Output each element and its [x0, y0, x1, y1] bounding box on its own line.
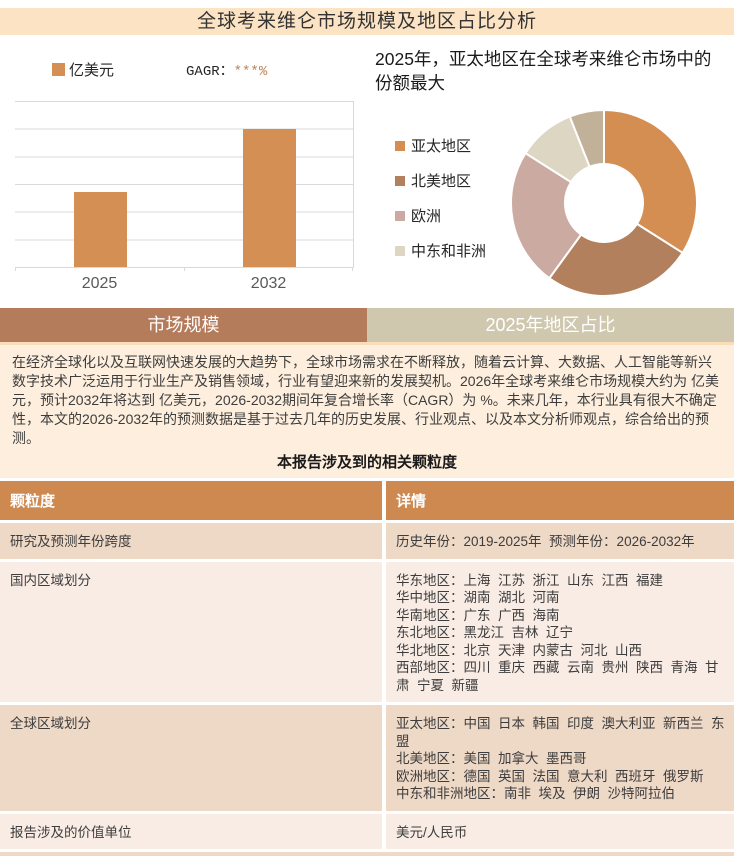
donut-chart-title: 2025年，亚太地区在全球考来维仑市场中的份额最大 — [375, 49, 712, 93]
donut-slice-北美地区 — [547, 222, 684, 297]
chart-tabs: 市场规模 2025年地区占比 — [0, 308, 734, 342]
donut-legend-label: 中东和非洲 — [411, 243, 487, 260]
header-granularity: 颗粒度 — [0, 481, 382, 520]
charts-row: 亿美元 GAGR：***% 2025 2032 2025年，亚太地区在全球考来维… — [0, 35, 734, 306]
tab-market-size[interactable]: 市场规模 — [0, 308, 367, 342]
summary-paragraph: 在经济全球化以及互联网快速发展的大趋势下，全球市场需求在不断释放，随着云计算、大… — [12, 354, 720, 446]
donut-legend-label: 亚太地区 — [411, 138, 472, 155]
bar-chart-legend: 亿美元 GAGR：***% — [52, 59, 267, 80]
bar-2032 — [242, 128, 296, 267]
row-label: 研究及预测年份跨度 — [10, 534, 132, 549]
bar-2025 — [73, 192, 127, 267]
row-label-cell: 全球区域划分 — [0, 705, 382, 811]
table-row: 国内区域划分 华东地区：上海 江苏 浙江 山东 江西 福建 华中地区：湖南 湖北 河… — [0, 561, 734, 702]
table-row: 全球区域划分 亚太地区：中国 日本 韩国 印度 澳大利亚 新西兰 东盟北美地区：美… — [0, 705, 734, 811]
detail-line: 西部地区：四川 重庆 西藏 云南 贵州 陕西 青海 甘肃 宁夏 新疆 — [396, 660, 719, 693]
title-band: 全球考来维仑市场规模及地区占比分析 — [0, 8, 734, 35]
donut-legend-item: 欧洲 — [395, 207, 487, 226]
column-divider — [382, 705, 386, 811]
detail-line: 美元/人民币 — [396, 824, 468, 840]
tab-region-share[interactable]: 2025年地区占比 — [367, 308, 734, 342]
axis-tick — [352, 267, 353, 271]
donut-legend-label: 北美地区 — [411, 173, 472, 190]
donut-legend: 亚太地区北美地区欧洲中东和非洲 — [395, 137, 487, 261]
row-label-cell: 研究及预测年份跨度 — [0, 523, 382, 559]
row-details-cell: 美元/人民币 — [386, 813, 734, 849]
donut-chart-panel: 2025年，亚太地区在全球考来维仑市场中的份额最大 亚太地区北美地区欧洲中东和非… — [367, 35, 734, 306]
row-label: 报告涉及的价值单位 — [10, 824, 132, 840]
column-divider — [382, 561, 386, 702]
donut-legend-item: 北美地区 — [395, 172, 487, 191]
donut-legend-item: 亚太地区 — [395, 137, 487, 156]
table-row: 报告涉及的价值单位 美元/人民币 — [0, 813, 734, 849]
axis-tick — [15, 267, 16, 271]
page-title: 全球考来维仑市场规模及地区占比分析 — [196, 11, 537, 32]
donut-chart — [510, 109, 698, 297]
detail-line: 华南地区：广东 广西 海南 — [396, 607, 560, 623]
column-divider — [382, 523, 386, 559]
detail-line: 华东地区：上海 江苏 浙江 山东 江西 福建 — [396, 572, 664, 588]
summary-section: 在经济全球化以及互联网快速发展的大趋势下，全球市场需求在不断释放，随着云计算、大… — [0, 342, 734, 478]
row-label: 国内区域划分 — [10, 572, 91, 588]
row-label-cell: 报告涉及的价值单位 — [0, 813, 382, 849]
detail-line: 历史年份：2019-2025年 预测年份：2026-2032年 — [396, 534, 695, 549]
table-body: 研究及预测年份跨度 历史年份：2019-2025年 预测年份：2026-2032年… — [0, 523, 734, 849]
x-label-2025: 2025 — [81, 275, 118, 292]
row-label: 全球区域划分 — [10, 716, 91, 731]
detail-line: 华中地区：湖南 湖北 河南 — [396, 590, 560, 605]
axis-tick — [184, 267, 185, 271]
table-row: 研究及预测年份跨度 历史年份：2019-2025年 预测年份：2026-2032年 — [0, 523, 734, 559]
donut-slice-亚太地区 — [603, 109, 698, 255]
table-header-row: 颗粒度 详情 — [0, 481, 734, 520]
legend-square-icon — [52, 63, 65, 76]
cagr-text: GAGR：***% — [186, 60, 267, 80]
row-details-cell: 历史年份：2019-2025年 预测年份：2026-2032年 — [386, 523, 734, 559]
detail-line: 华北地区：北京 天津 内蒙古 河北 山西 — [396, 642, 643, 658]
detail-line: 东北地区：黑龙江 吉林 辽宁 — [396, 625, 574, 640]
detail-line: 中东和非洲地区：南非 埃及 伊朗 沙特阿拉伯 — [396, 786, 676, 801]
cagr-value: ***% — [233, 63, 268, 80]
donut-legend-item: 中东和非洲 — [395, 242, 487, 261]
detail-line: 北美地区：美国 加拿大 墨西哥 — [396, 751, 587, 766]
detail-line: 欧洲地区：德国 英国 法国 意大利 西班牙 俄罗斯 — [396, 768, 704, 784]
bottom-strip — [0, 852, 734, 856]
donut-legend-label: 欧洲 — [411, 208, 442, 225]
detail-line: 亚太地区：中国 日本 韩国 印度 澳大利亚 新西兰 东盟 — [396, 716, 725, 749]
cagr-label: GAGR： — [186, 63, 234, 80]
donut-slice-unlabeled-4 — [568, 109, 605, 169]
granularity-table: 颗粒度 详情 研究及预测年份跨度 历史年份：2019-2025年 预测年份：202… — [0, 481, 734, 849]
x-axis-labels: 2025 2032 — [15, 275, 353, 293]
row-details-cell: 亚太地区：中国 日本 韩国 印度 澳大利亚 新西兰 东盟北美地区：美国 加拿大 … — [386, 705, 734, 811]
bar-chart-panel: 亿美元 GAGR：***% 2025 2032 — [0, 35, 367, 306]
x-label-2032: 2032 — [250, 275, 287, 292]
bar-legend-label: 亿美元 — [69, 62, 115, 79]
row-label-cell: 国内区域划分 — [0, 561, 382, 702]
row-details-cell: 华东地区：上海 江苏 浙江 山东 江西 福建 华中地区：湖南 湖北 河南 华南地区：… — [386, 561, 734, 702]
header-details: 详情 — [386, 481, 734, 520]
legend-square-icon — [395, 176, 405, 186]
legend-square-icon — [395, 141, 405, 151]
legend-square-icon — [395, 211, 405, 221]
column-divider — [382, 481, 386, 520]
donut-slice-欧洲 — [510, 151, 583, 280]
legend-square-icon — [395, 246, 405, 256]
table-title: 本报告涉及到的相关颗粒度 — [276, 454, 457, 471]
bar-plot-area — [15, 101, 354, 271]
